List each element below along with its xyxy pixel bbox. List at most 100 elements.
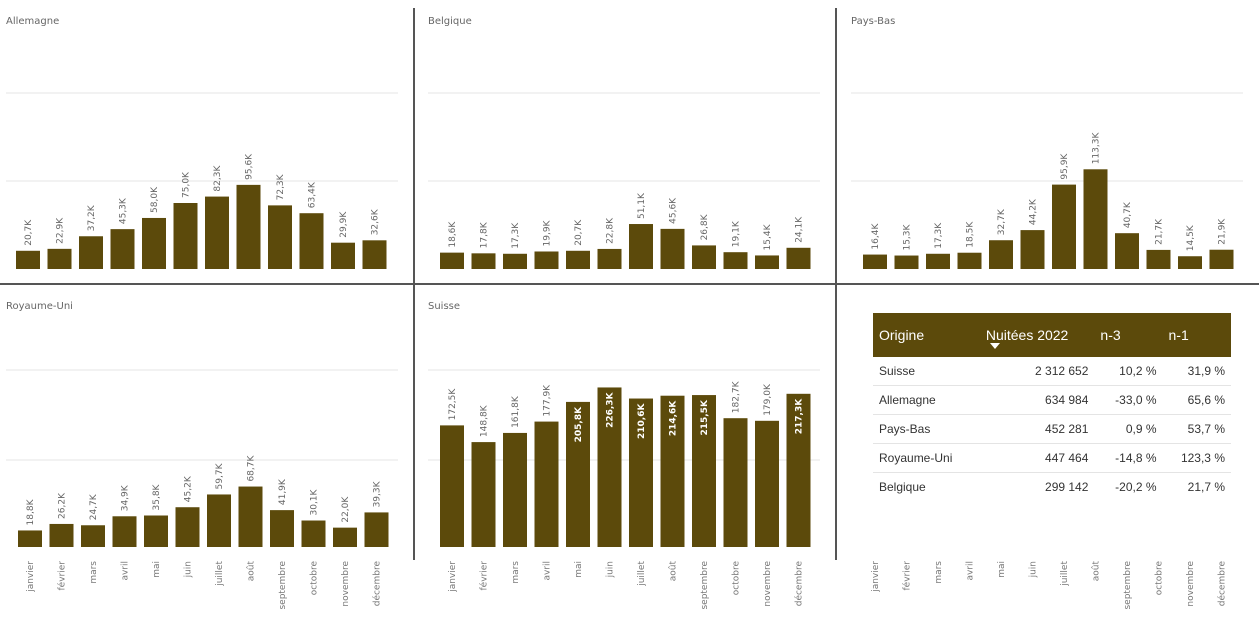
bar[interactable] [629,398,653,547]
bar[interactable] [142,217,166,269]
col-header-nuitees[interactable]: Nuitées 2022 [979,313,1095,357]
data-label: 148,8K [480,404,490,437]
bar[interactable] [112,516,137,547]
bar[interactable] [786,393,811,547]
bar[interactable] [331,242,355,269]
bar[interactable] [755,255,779,269]
data-label: 21,7K [1155,218,1165,245]
bar[interactable] [786,247,811,269]
bar[interactable] [1178,256,1202,269]
bar[interactable] [49,523,74,547]
bar[interactable] [471,253,496,269]
divider-vertical-left [413,8,415,560]
bar[interactable] [1115,233,1139,269]
bar[interactable] [299,213,324,269]
cell-origine: Allemagne [873,385,980,415]
data-label: 40,7K [1123,201,1133,228]
bar[interactable] [534,251,559,269]
data-label: 17,8K [480,221,490,248]
bar[interactable] [440,252,464,269]
bar[interactable] [1209,249,1234,269]
data-label: 15,4K [763,223,773,250]
bar[interactable] [926,253,950,269]
bar[interactable] [894,255,919,269]
bar[interactable] [16,250,40,269]
bar[interactable] [723,418,748,547]
table-row[interactable]: Allemagne 634 984 -33,0 % 65,6 % [873,385,1231,415]
data-label: 17,3K [511,222,521,249]
data-label: 68,7K [247,455,257,482]
data-label: 22,8K [606,217,616,244]
col-header-n3[interactable]: n-3 [1094,313,1163,357]
data-label: 32,7K [997,208,1007,235]
data-label: 182,7K [732,380,742,413]
bar[interactable] [175,507,200,547]
bar[interactable] [144,515,168,547]
bar[interactable] [47,248,72,269]
data-label: 45,3K [119,197,129,224]
bar[interactable] [238,486,263,547]
col-header-n1[interactable]: n-1 [1162,313,1231,357]
bar[interactable] [660,395,685,547]
data-label: 58,0K [150,186,160,213]
bar[interactable] [364,512,389,547]
cell-n3: 0,9 % [1094,414,1163,444]
bar[interactable] [18,530,42,547]
data-label: 113,3K [1092,132,1102,165]
bar[interactable] [207,494,231,547]
bar-chart-belgique: 18,6K 17,8K 17,3K 19,9K 20,7K 22,8K 51,1K 45,6K… [428,92,820,269]
bar[interactable] [301,520,326,547]
month-tick-label: août [669,561,679,582]
bar[interactable] [755,420,779,547]
bar[interactable] [1146,249,1171,269]
bar[interactable] [270,510,294,547]
bar[interactable] [692,245,716,269]
bar[interactable] [692,395,716,547]
data-label: 37,2K [87,204,97,231]
bar[interactable] [333,527,357,547]
bar[interactable] [205,196,229,269]
data-label: 18,5K [966,221,976,248]
month-tick-label: janvier [448,561,458,593]
bar[interactable] [566,250,590,269]
col-header-origine[interactable]: Origine [873,313,980,357]
bar[interactable] [503,253,527,269]
month-tick-label: mars [89,561,99,584]
bar[interactable] [534,421,559,547]
table-row[interactable]: Royaume-Uni 447 464 -14,8 % 123,3 % [873,443,1231,473]
bar[interactable] [1020,230,1045,269]
table-row[interactable]: Pays-Bas 452 281 0,9 % 53,7 % [873,414,1231,444]
bar[interactable] [1052,184,1076,269]
divider-horizontal [0,283,1259,285]
bar[interactable] [81,525,105,547]
bar[interactable] [957,252,982,269]
bar[interactable] [989,240,1013,269]
bar[interactable] [566,401,590,547]
bar[interactable] [660,228,685,269]
data-label: 34,9K [121,484,131,511]
bar[interactable] [597,387,622,547]
month-tick-label: juin [184,561,194,578]
bar[interactable] [173,203,198,269]
chart-panel-belgique: Belgique 18,6K 17,8K 17,3K 19,9K 20,7K 22,8K 5… [422,0,832,283]
data-label: 26,8K [700,213,710,240]
bar[interactable] [268,205,292,269]
table-row[interactable]: Suisse 2 312 652 10,2 % 31,9 % [873,357,1231,386]
bar[interactable] [597,248,622,269]
bar[interactable] [236,184,261,269]
bar[interactable] [79,236,103,269]
bar[interactable] [863,254,887,269]
bar[interactable] [723,252,748,269]
bar[interactable] [110,229,135,269]
bar[interactable] [1083,169,1108,269]
origin-table: Origine Nuitées 2022 n-3 n-1 Suisse 2 31… [873,313,1231,501]
bar[interactable] [629,224,653,269]
bar[interactable] [471,442,496,547]
month-tick-label: décembre [372,561,383,607]
data-label: 205,8K [574,406,584,442]
bar[interactable] [362,240,387,269]
bar[interactable] [440,425,464,547]
chart-title: Belgique [428,16,472,27]
table-row[interactable]: Belgique 299 142 -20,2 % 21,7 % [873,473,1231,502]
bar[interactable] [503,432,527,547]
